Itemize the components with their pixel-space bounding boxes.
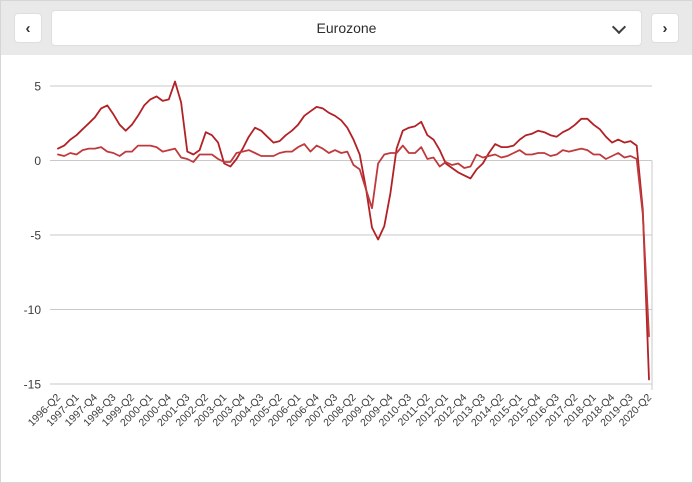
series-line-annual-growth xyxy=(57,80,650,381)
chevron-down-icon xyxy=(611,19,627,35)
region-dropdown-value: Eurozone xyxy=(316,20,377,36)
y-axis-tick-label: 5 xyxy=(34,80,41,94)
region-dropdown[interactable]: Eurozone xyxy=(51,10,642,46)
y-axis-tick-label: -15 xyxy=(24,378,42,392)
series-line-quarterly-growth xyxy=(57,143,650,338)
y-axis-tick-label: -5 xyxy=(30,229,41,243)
y-axis-tick-label: 0 xyxy=(34,154,41,168)
chevron-right-icon: › xyxy=(662,19,668,37)
chart-toolbar: ‹ Eurozone › xyxy=(1,1,692,55)
next-region-button[interactable]: › xyxy=(651,13,679,43)
line-chart: 50-5-10-151996-Q21997-Q11997-Q41998-Q319… xyxy=(24,80,655,430)
y-axis-tick-label: -10 xyxy=(24,303,42,317)
chevron-left-icon: ‹ xyxy=(25,19,31,37)
previous-region-button[interactable]: ‹ xyxy=(14,13,42,43)
